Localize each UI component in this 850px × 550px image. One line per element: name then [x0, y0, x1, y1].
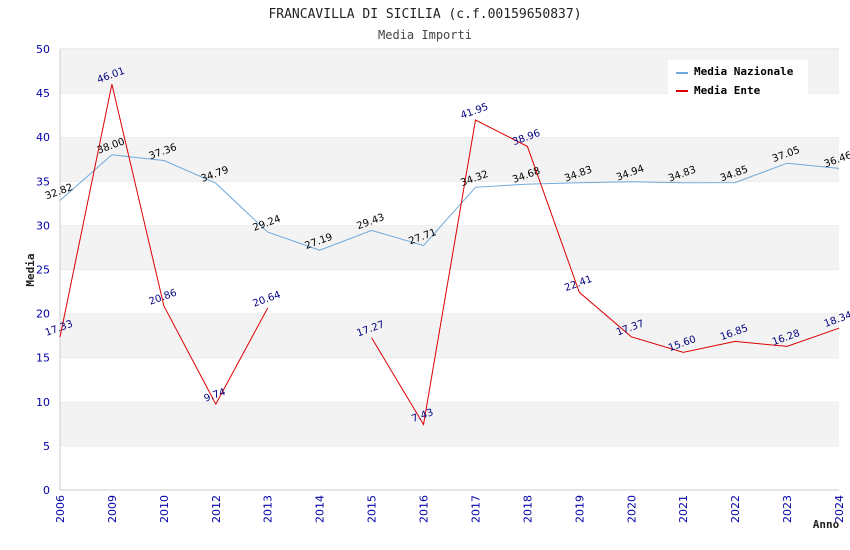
- grid-band: [60, 269, 839, 314]
- x-tick-label: 2010: [158, 495, 171, 523]
- y-axis-title: Media: [24, 253, 37, 286]
- x-tick-label: 2009: [106, 495, 119, 523]
- series-line-media-nazionale: [59, 154, 840, 251]
- chart-title: FRANCAVILLA DI SICILIA (c.f.00159650837): [268, 7, 581, 22]
- y-tick-label: 5: [43, 440, 50, 453]
- x-tick-label: 2024: [833, 495, 846, 523]
- x-tick-label: 2013: [262, 495, 275, 523]
- series-line-media-ente: [371, 119, 840, 426]
- x-tick-label: 2021: [677, 495, 690, 523]
- chart-subtitle: Media Importi: [378, 28, 472, 42]
- grid-band: [60, 137, 839, 182]
- x-tick-label: 2022: [729, 495, 742, 523]
- plot-area: [59, 49, 839, 491]
- x-tick-label: 2014: [314, 495, 327, 523]
- grid-band: [60, 225, 839, 270]
- grid-band: [60, 313, 839, 358]
- series-layer: [59, 84, 840, 426]
- grid-band: [60, 445, 839, 490]
- y-tick-label: 0: [43, 484, 50, 497]
- x-tick-label: 2006: [54, 495, 67, 523]
- x-tick-label: 2015: [366, 495, 379, 523]
- y-tick-label: 40: [36, 131, 50, 144]
- grid-band: [60, 401, 839, 446]
- series-line-media-ente: [59, 84, 269, 406]
- y-axis-ticks: 0 5 10 15 20 25 30 35 40 45 50: [36, 43, 50, 497]
- grid-band: [60, 93, 839, 138]
- x-axis-ticks: 2006 2009 2010 2012 2013 2014 2015 2016 2017 2018…: [54, 495, 846, 523]
- y-tick-label: 35: [36, 175, 50, 188]
- x-tick-label: 2016: [418, 495, 431, 523]
- x-tick-label: 2018: [521, 495, 534, 523]
- y-tick-label: 30: [36, 219, 50, 232]
- legend-label-media-nazionale: Media Nazionale: [694, 65, 794, 78]
- y-tick-label: 15: [36, 352, 50, 365]
- x-tick-label: 2017: [469, 495, 482, 523]
- x-tick-label: 2023: [781, 495, 794, 523]
- grid-band: [60, 181, 839, 226]
- legend-box: [668, 60, 808, 100]
- y-tick-label: 45: [36, 87, 50, 100]
- y-tick-label: 50: [36, 43, 50, 56]
- x-axis-title: Anno: [813, 518, 840, 531]
- x-tick-label: 2020: [625, 495, 638, 523]
- y-tick-label: 20: [36, 308, 50, 321]
- grid-band: [60, 357, 839, 402]
- legend-label-media-ente: Media Ente: [694, 84, 761, 97]
- y-tick-label: 10: [36, 396, 50, 409]
- x-tick-label: 2019: [573, 495, 586, 523]
- x-tick-label: 2012: [210, 495, 223, 523]
- y-tick-label: 25: [36, 264, 50, 277]
- legend: Media Nazionale Media Ente: [668, 60, 808, 100]
